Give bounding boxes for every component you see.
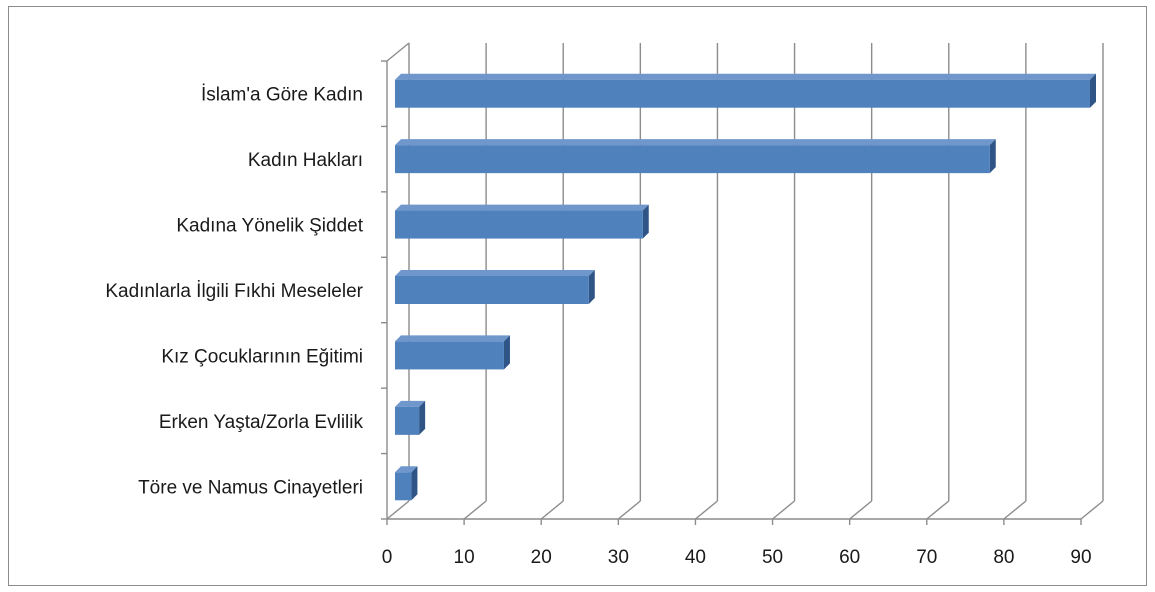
floor-line xyxy=(463,500,487,520)
floor-line xyxy=(617,500,641,520)
bar-top xyxy=(395,204,649,211)
x-tick-label: 50 xyxy=(762,547,783,568)
x-tick-label: 70 xyxy=(916,547,937,568)
bar xyxy=(395,466,418,501)
x-tick-label: 10 xyxy=(454,547,475,568)
bar-side xyxy=(419,400,426,435)
bar xyxy=(395,270,595,304)
bar xyxy=(395,73,1096,108)
bar-front xyxy=(395,406,420,435)
bar xyxy=(395,139,996,174)
category-label: Töre ve Namus Cinayetleri xyxy=(138,477,363,498)
category-label: Erken Yaşta/Zorla Evlilik xyxy=(159,412,364,433)
bar xyxy=(395,204,649,239)
bar-front xyxy=(395,276,589,304)
bar-front xyxy=(395,472,412,501)
bar-side xyxy=(503,335,510,370)
floor-line xyxy=(849,500,873,520)
bar-side xyxy=(1090,73,1096,108)
x-tick-label: 20 xyxy=(531,547,552,568)
floor-line xyxy=(1003,500,1027,520)
bar-front xyxy=(395,145,990,174)
gridlines xyxy=(381,42,1104,525)
bar-side xyxy=(588,270,595,304)
bar-top xyxy=(395,139,996,146)
floor-line xyxy=(386,500,410,520)
bar-top xyxy=(395,270,595,276)
x-tick-labels: 0 10 20 30 40 50 60 70 80 90 xyxy=(382,547,1092,568)
x-tick-label: 0 xyxy=(382,547,393,568)
bar-side xyxy=(411,466,418,501)
bar-top xyxy=(395,400,426,407)
floor-line xyxy=(926,500,950,520)
category-label: Kız Çocuklarının Eğitimi xyxy=(161,346,363,367)
floor-line xyxy=(540,500,564,520)
bar xyxy=(395,400,426,435)
bar-side xyxy=(642,204,649,239)
bar-front xyxy=(395,79,1090,108)
category-label: Kadına Yönelik Şiddet xyxy=(176,216,363,237)
floor-line xyxy=(1080,500,1104,520)
y-axis-top-edge xyxy=(386,42,410,62)
bars xyxy=(395,73,1096,501)
bar-top xyxy=(395,466,418,473)
bar-top xyxy=(395,335,510,342)
bar xyxy=(395,335,510,370)
category-label: Kadın Hakları xyxy=(248,150,363,171)
bar-top xyxy=(395,73,1096,80)
bar-side xyxy=(989,139,996,174)
x-tick-label: 40 xyxy=(685,547,706,568)
x-tick-label: 90 xyxy=(1070,547,1091,568)
category-label: Kadınlarla İlgili Fıkhi Meseleler xyxy=(105,281,363,302)
bar-chart: İslam'a Göre Kadın Kadın Hakları Kadına Yö… xyxy=(105,42,1104,568)
category-label: İslam'a Göre Kadın xyxy=(201,85,363,106)
category-labels: İslam'a Göre Kadın Kadın Hakları Kadına Yö… xyxy=(105,85,363,499)
floor-line xyxy=(772,500,795,520)
bar-front xyxy=(395,210,643,239)
x-tick-label: 80 xyxy=(993,547,1014,568)
bar-front xyxy=(395,341,504,370)
chart-frame: İslam'a Göre Kadın Kadın Hakları Kadına Yö… xyxy=(8,6,1147,586)
x-tick-label: 30 xyxy=(608,547,629,568)
x-tick-label: 60 xyxy=(839,547,860,568)
floor-line xyxy=(695,500,718,520)
